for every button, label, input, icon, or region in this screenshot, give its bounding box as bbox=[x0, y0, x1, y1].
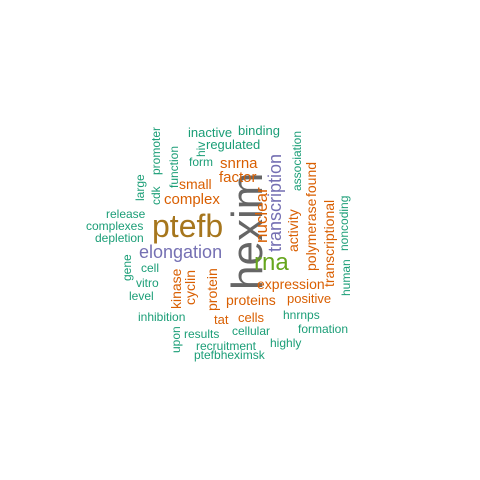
word-release: release bbox=[106, 207, 146, 221]
word-small: small bbox=[179, 176, 212, 192]
word-factor: factor bbox=[219, 169, 257, 186]
word-level: level bbox=[129, 289, 154, 303]
word-cells: cells bbox=[238, 310, 265, 325]
word-cell: cell bbox=[141, 261, 160, 275]
word-complex: complex bbox=[164, 191, 220, 208]
word-proteins: proteins bbox=[226, 292, 276, 308]
word-recruitment: recruitment bbox=[196, 339, 257, 353]
word-transcriptional: transcriptional bbox=[321, 199, 337, 287]
word-complexes: complexes bbox=[86, 219, 144, 233]
word-function: function bbox=[167, 145, 181, 188]
word-regulated: regulated bbox=[206, 137, 261, 152]
word-nuclear: nuclear bbox=[252, 187, 271, 243]
word-hnrnps: hnrnps bbox=[283, 308, 320, 322]
word-tat: tat bbox=[214, 312, 229, 327]
word-ptefb: ptefb bbox=[152, 208, 224, 244]
word-gene: gene bbox=[120, 254, 134, 281]
word-cyclin: cyclin bbox=[182, 269, 198, 305]
word-formation: formation bbox=[298, 322, 349, 336]
word-rna: rna bbox=[254, 249, 289, 276]
word-expression: expression bbox=[257, 276, 325, 292]
word-human: human bbox=[339, 259, 353, 296]
word-inhibition: inhibition bbox=[138, 310, 186, 324]
word-large: large bbox=[133, 174, 147, 201]
word-cdk: cdk bbox=[149, 186, 163, 205]
word-results: results bbox=[184, 327, 220, 341]
word-snrna: snrna bbox=[220, 155, 258, 172]
word-kinase: kinase bbox=[168, 268, 184, 309]
word-activity: activity bbox=[285, 209, 301, 252]
word-protein: protein bbox=[204, 268, 220, 311]
word-depletion: depletion bbox=[95, 231, 144, 245]
word-highly: highly bbox=[270, 336, 302, 350]
word-noncoding: noncoding bbox=[337, 195, 351, 251]
word-binding: binding bbox=[238, 123, 280, 138]
word-elongation: elongation bbox=[139, 242, 223, 262]
word-association: association bbox=[290, 130, 304, 191]
word-vitro: vitro bbox=[136, 276, 159, 290]
word-promoter: promoter bbox=[149, 126, 163, 175]
word-found: found bbox=[303, 161, 319, 197]
word-cellular: cellular bbox=[232, 324, 271, 338]
word-upon: upon bbox=[169, 326, 183, 353]
word-inactive: inactive bbox=[188, 125, 233, 140]
word-positive: positive bbox=[287, 291, 332, 306]
word-ptefbheximsk: ptefbheximsk bbox=[194, 348, 265, 362]
word-form: form bbox=[189, 155, 213, 169]
word-polymerase: polymerase bbox=[303, 198, 319, 271]
